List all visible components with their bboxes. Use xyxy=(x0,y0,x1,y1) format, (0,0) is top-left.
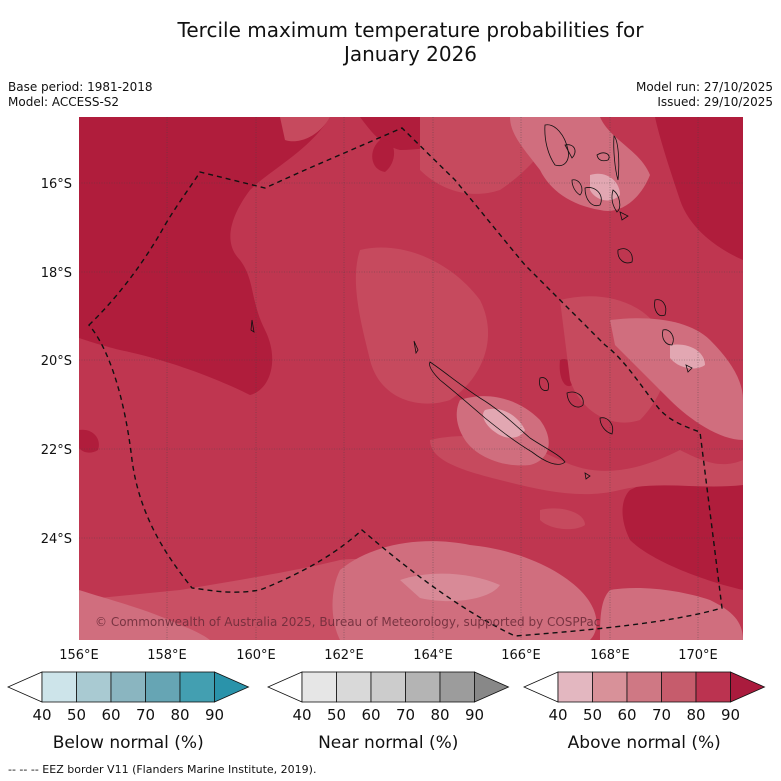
legend-3-band-2 xyxy=(592,671,628,703)
legend-1-low-arrow xyxy=(7,671,43,703)
legend-1-band-5 xyxy=(179,671,215,703)
lat-label-22s: 22°S xyxy=(41,443,72,458)
title-line-2: January 2026 xyxy=(343,42,478,66)
legend-2-tick-60: 60 xyxy=(361,706,380,724)
legend-2-tick-50: 50 xyxy=(327,706,346,724)
legend-3-band-5 xyxy=(695,671,731,703)
lat-label-24s: 24°S xyxy=(41,532,72,547)
legend-2-tick-90: 90 xyxy=(465,706,484,724)
issued-date: Issued: 29/10/2025 xyxy=(657,95,773,109)
legend-2-tick-80: 80 xyxy=(430,706,449,724)
eez-footer-note: -- -- -- EEZ border V11 (Flanders Marine… xyxy=(8,763,317,776)
legend-2-band-5 xyxy=(439,671,475,703)
legend-2-tick-40: 40 xyxy=(292,706,311,724)
legend-1-band-2 xyxy=(76,671,112,703)
lat-label-18s: 18°S xyxy=(41,266,72,281)
legend-2-band-4 xyxy=(405,671,441,703)
latitude-labels: 16°S 18°S 20°S 22°S 24°S xyxy=(41,177,72,547)
legend-1-band-3 xyxy=(110,671,146,703)
title-line-1: Tercile maximum temperature probabilitie… xyxy=(177,18,644,42)
legend-3-band-1 xyxy=(557,671,593,703)
legend-3-tick-50: 50 xyxy=(583,706,602,724)
lon-label-162e: 162°E xyxy=(324,648,364,663)
legend-2-low-arrow xyxy=(267,671,303,703)
lon-label-166e: 166°E xyxy=(501,648,541,663)
legend-2: 40 50 60 70 80 90 Near normal (%) xyxy=(267,671,510,753)
legend-1-tick-70: 70 xyxy=(136,706,155,724)
meta-left: Base period: 1981-2018 Model: ACCESS-S2 xyxy=(8,80,153,110)
model-run: Model run: 27/10/2025 xyxy=(635,80,773,94)
legend-3-band-3 xyxy=(626,671,662,703)
legend-2-band-1 xyxy=(301,671,337,703)
lat-label-20s: 20°S xyxy=(41,354,72,369)
lon-label-160e: 160°E xyxy=(236,648,276,663)
lon-label-168e: 168°E xyxy=(590,648,630,663)
graticule xyxy=(79,117,743,640)
legend-2-title: Near normal (%) xyxy=(318,733,458,753)
legend-1-tick-40: 40 xyxy=(32,706,51,724)
legend-3-tick-90: 90 xyxy=(721,706,740,724)
lon-label-164e: 164°E xyxy=(413,648,453,663)
legend-3-tick-40: 40 xyxy=(548,706,567,724)
legend-2-high-arrow xyxy=(474,671,510,703)
legend-2-band-2 xyxy=(336,671,372,703)
legend-1-band-1 xyxy=(41,671,77,703)
probability-field xyxy=(79,117,743,640)
legend-3-tick-60: 60 xyxy=(617,706,636,724)
legend-1-high-arrow xyxy=(214,671,250,703)
coastlines xyxy=(250,124,693,480)
legend-1-tick-60: 60 xyxy=(101,706,120,724)
meta-right: Model run: 27/10/2025 Issued: 29/10/2025 xyxy=(636,80,773,110)
legend-3-tick-70: 70 xyxy=(652,706,671,724)
lon-label-158e: 158°E xyxy=(147,648,187,663)
copyright-notice: © Commonwealth of Australia 2025, Bureau… xyxy=(95,615,600,629)
model-name: Model: ACCESS-S2 xyxy=(8,95,120,109)
legend-1-tick-50: 50 xyxy=(67,706,86,724)
legend-1-tick-80: 80 xyxy=(170,706,189,724)
legend-1-tick-90: 90 xyxy=(205,706,224,724)
legend-1-band-4 xyxy=(145,671,181,703)
longitude-labels: 156°E 158°E 160°E 162°E 164°E 166°E 168°… xyxy=(59,648,718,663)
base-period: Base period: 1981-2018 xyxy=(8,80,153,94)
lat-label-16s: 16°S xyxy=(41,177,72,192)
lon-label-156e: 156°E xyxy=(59,648,99,663)
legend-2-band-3 xyxy=(370,671,406,703)
legend-2-tick-70: 70 xyxy=(396,706,415,724)
legend-3-title: Above normal (%) xyxy=(568,733,721,753)
legend-3-tick-80: 80 xyxy=(686,706,705,724)
map-title: Tercile maximum temperature probabilitie… xyxy=(0,18,781,66)
legend-3-band-4 xyxy=(661,671,697,703)
legend-3-low-arrow xyxy=(523,671,559,703)
lon-label-170e: 170°E xyxy=(678,648,718,663)
legend-1-title: Below normal (%) xyxy=(53,733,204,753)
legend-3-high-arrow xyxy=(730,671,766,703)
